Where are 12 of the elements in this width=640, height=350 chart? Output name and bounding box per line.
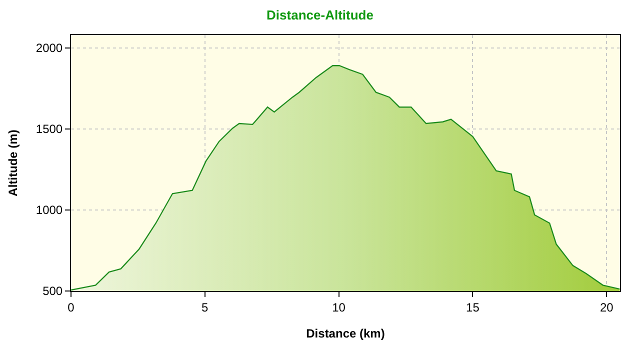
x-tick-label: 20 (600, 300, 614, 314)
x-tick-label: 5 (202, 300, 209, 314)
x-tick-label: 15 (466, 300, 480, 314)
y-tick-label: 2000 (36, 41, 63, 56)
y-tick-label: 1500 (36, 122, 63, 136)
y-tick-label: 500 (42, 284, 63, 298)
chart-title: Distance-Altitude (266, 8, 374, 23)
y-tick-label: 1000 (36, 203, 63, 218)
y-axis-title: Altitude (m) (6, 130, 20, 196)
x-axis-title: Distance (km) (306, 326, 385, 340)
x-tick-label: 0 (68, 300, 75, 314)
x-tick-label: 10 (332, 300, 346, 314)
